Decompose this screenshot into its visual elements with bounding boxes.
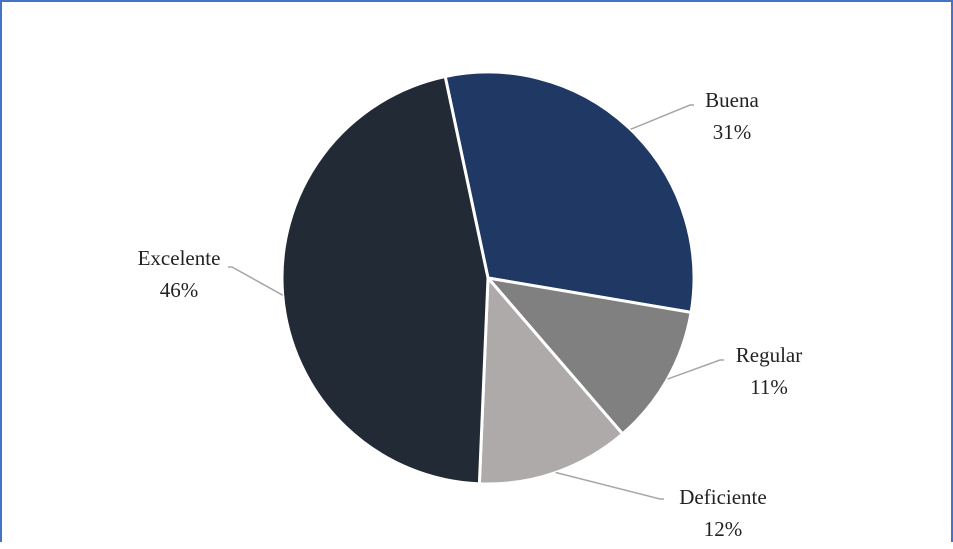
slice-name-buena: Buena [705,88,759,112]
label-regular: Regular 11% [736,343,802,399]
pie-slice-excelente [282,77,488,484]
slice-value-excelente: 46% [160,278,199,302]
pie-slices [282,72,694,484]
label-excelente: Excelente 46% [138,246,221,302]
label-buena: Buena 31% [705,88,759,144]
slice-value-regular: 11% [750,375,788,399]
slice-name-excelente: Excelente [138,246,221,270]
label-deficiente: Deficiente 12% [679,485,766,541]
leader-line-excelente [228,267,283,295]
slice-value-buena: 31% [713,120,752,144]
slice-name-regular: Regular [736,343,802,367]
leader-line-deficiente [556,473,664,500]
slice-name-deficiente: Deficiente [679,485,766,509]
slice-value-deficiente: 12% [704,517,743,541]
leader-line-buena [631,105,694,129]
